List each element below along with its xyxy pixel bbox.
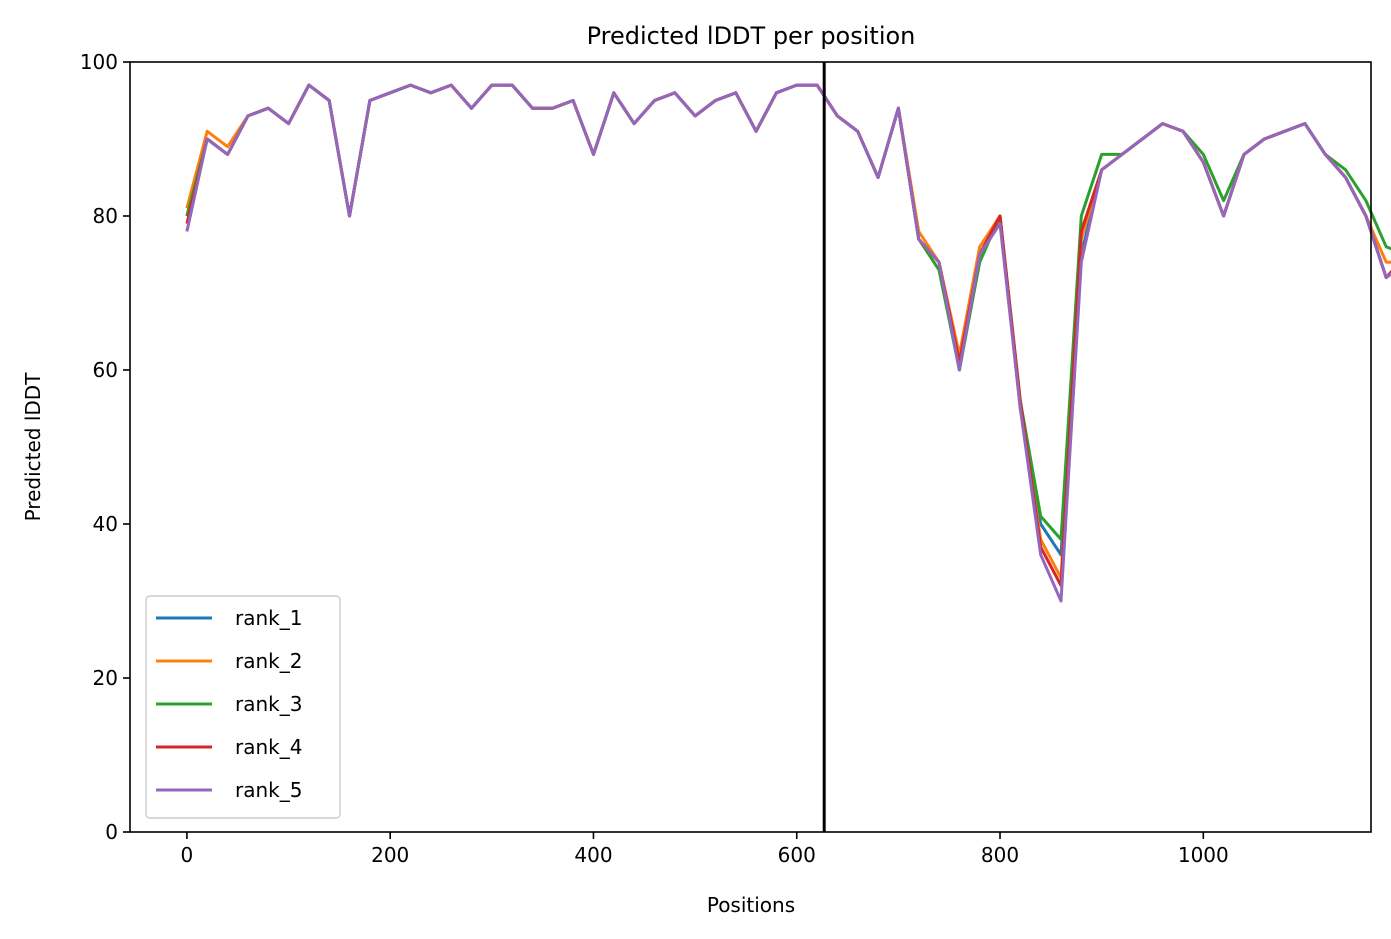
legend-label-rank_5: rank_5 — [235, 778, 302, 802]
series-line-rank_5 — [185, 83, 1391, 603]
legend-label-rank_1: rank_1 — [235, 606, 302, 630]
y-tick-label: 40 — [93, 512, 118, 536]
x-tick-label: 200 — [371, 843, 409, 867]
x-tick-label: 0 — [181, 843, 194, 867]
legend-label-rank_3: rank_3 — [235, 692, 302, 716]
series-layer — [185, 83, 1391, 603]
x-axis: 0 200 400 600 800 1000 — [181, 832, 1229, 867]
x-tick-label: 600 — [778, 843, 816, 867]
series-line-rank_4 — [185, 83, 1391, 588]
y-axis-label: Predicted lDDT — [21, 372, 45, 522]
y-tick-label: 0 — [105, 820, 118, 844]
chart-title: Predicted lDDT per position — [587, 22, 916, 50]
legend: rank_1 rank_2 rank_3 rank_4 rank_5 — [145, 595, 341, 819]
x-tick-label: 1000 — [1178, 843, 1229, 867]
x-tick-label: 400 — [574, 843, 612, 867]
y-tick-label: 60 — [93, 358, 118, 382]
y-tick-label: 100 — [80, 50, 118, 74]
legend-label-rank_4: rank_4 — [235, 735, 302, 759]
y-tick-label: 80 — [93, 204, 118, 228]
y-tick-label: 20 — [93, 666, 118, 690]
series-line-rank_2 — [185, 83, 1391, 580]
x-tick-label: 800 — [981, 843, 1019, 867]
y-axis: 0 20 40 60 80 100 — [80, 50, 130, 844]
plot-frame — [129, 61, 1372, 833]
legend-label-rank_2: rank_2 — [235, 649, 302, 673]
legend-box — [145, 595, 341, 819]
x-axis-label: Positions — [707, 893, 795, 917]
series-line-rank_3 — [185, 83, 1391, 541]
